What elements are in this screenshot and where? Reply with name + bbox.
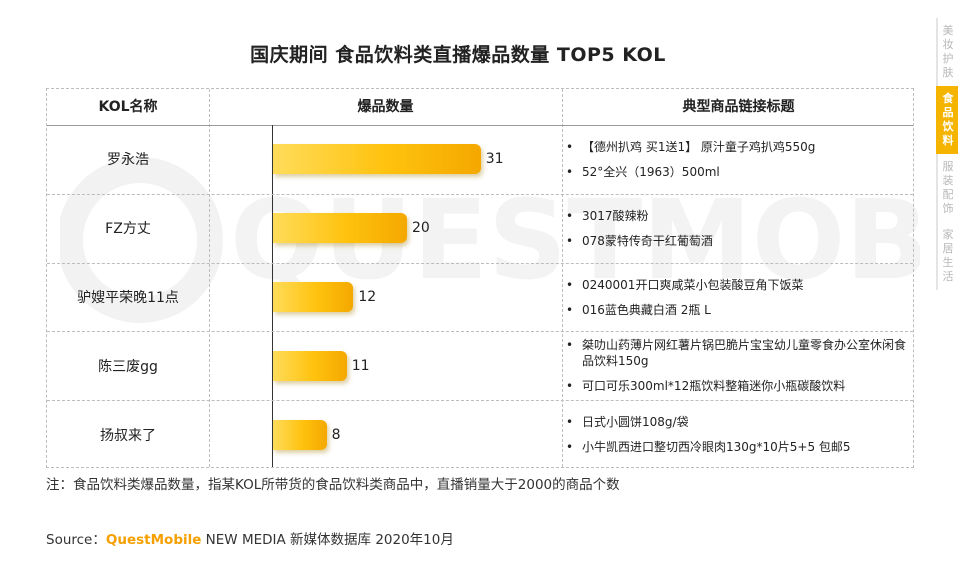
- source-brand: QuestMobile: [105, 532, 202, 548]
- header-links: 典型商品链接标题: [682, 99, 795, 115]
- bar-value-label: 11: [351, 357, 370, 374]
- bar-axis: [272, 125, 273, 467]
- product-link-title: 小牛凯西进口整切西冷眼肉130g*10片5+5 包邮5: [562, 439, 912, 455]
- product-link-title: 日式小圆饼108g/袋: [562, 414, 912, 430]
- link-list: 3017酸辣粉 078蒙特传奇干红葡萄酒: [562, 208, 912, 249]
- kol-name: 驴嫂平荣晚11点: [77, 289, 179, 306]
- link-list: 桀叻山药薄片网红薯片锅巴脆片宝宝幼儿童零食办公室休闲食品饮料150g 可口可乐30…: [562, 337, 912, 394]
- bar: [273, 350, 347, 381]
- kol-name: 陈三废gg: [98, 358, 158, 375]
- sidebar-tab[interactable]: 家居生活: [936, 222, 958, 290]
- product-link-title: 0240001开口爽咸菜小包装酸豆角下饭菜: [562, 277, 912, 293]
- kol-name: FZ方丈: [105, 221, 151, 238]
- bar-value-label: 31: [485, 151, 504, 168]
- product-link-title: 52°全兴（1963）500ml: [562, 164, 912, 180]
- header-divider: [47, 125, 913, 126]
- sidebar-tab[interactable]: 服装配饰: [936, 154, 958, 222]
- bar-value-label: 8: [331, 426, 341, 443]
- row-divider: [47, 193, 913, 195]
- bar: [273, 213, 407, 244]
- link-list: 日式小圆饼108g/袋小牛凯西进口整切西冷眼肉130g*10片5+5 包邮5: [562, 414, 912, 455]
- link-list: 【德州扒鸡 买1送1】 原汁童子鸡扒鸡550g 52°全兴（1963）500ml: [562, 139, 912, 180]
- source-line: Source：QuestMobile NEW MEDIA 新媒体数据库 2020…: [46, 528, 454, 548]
- data-table: KOL名称 爆品数量 典型商品链接标题 罗永浩 31 【德州扒鸡 买1送1】 原汁童…: [46, 88, 914, 468]
- product-link-title: 078蒙特传奇干红葡萄酒: [562, 233, 912, 249]
- footnote: 注：食品饮料类爆品数量，指某KOL所带货的食品饮料类商品中，直播销量大于2000…: [46, 477, 620, 493]
- bar: [273, 144, 481, 175]
- kol-name: 扬叔来了: [100, 427, 156, 444]
- sidebar-tab-label: 食品饮料: [942, 92, 954, 147]
- bar: [273, 419, 327, 450]
- link-list: 0240001开口爽咸菜小包装酸豆角下饭菜 016蓝色典藏白酒 2瓶 L: [562, 277, 912, 318]
- header-count: 爆品数量: [357, 99, 414, 115]
- sidebar-tab-label: 家居生活: [942, 228, 954, 283]
- bar: [273, 282, 354, 312]
- source-prefix: Source：: [46, 532, 106, 548]
- product-link-title: 桀叻山药薄片网红薯片锅巴脆片宝宝幼儿童零食办公室休闲食品饮料150g: [562, 337, 912, 369]
- header-kol: KOL名称: [98, 99, 158, 115]
- row-divider: [47, 331, 913, 333]
- product-link-title: 3017酸辣粉: [562, 208, 912, 224]
- kol-name: 罗永浩: [107, 152, 149, 169]
- sidebar-tab-label: 服装配饰: [942, 160, 954, 215]
- product-link-title: 016蓝色典藏白酒 2瓶 L: [562, 302, 912, 318]
- product-link-title: 【德州扒鸡 买1送1】 原汁童子鸡扒鸡550g: [562, 139, 912, 155]
- bar-value-label: 12: [358, 289, 377, 305]
- chart-title: 国庆期间 食品饮料类直播爆品数量 TOP5 KOL: [250, 44, 666, 66]
- source-suffix: NEW MEDIA 新媒体数据库 2020年10月: [201, 532, 454, 548]
- bar-value-label: 20: [412, 220, 430, 237]
- sidebar-tab[interactable]: 食品饮料: [936, 86, 958, 154]
- sidebar-tab[interactable]: 美妆护肤: [936, 18, 958, 86]
- row-divider: [47, 262, 913, 264]
- category-sidebar: 美妆护肤食品饮料服装配饰家居生活: [936, 18, 958, 290]
- product-link-title: 可口可乐300ml*12瓶饮料整箱迷你小瓶碳酸饮料: [562, 378, 912, 394]
- column-divider: [209, 89, 210, 467]
- row-divider: [47, 400, 913, 402]
- sidebar-tab-label: 美妆护肤: [942, 24, 954, 79]
